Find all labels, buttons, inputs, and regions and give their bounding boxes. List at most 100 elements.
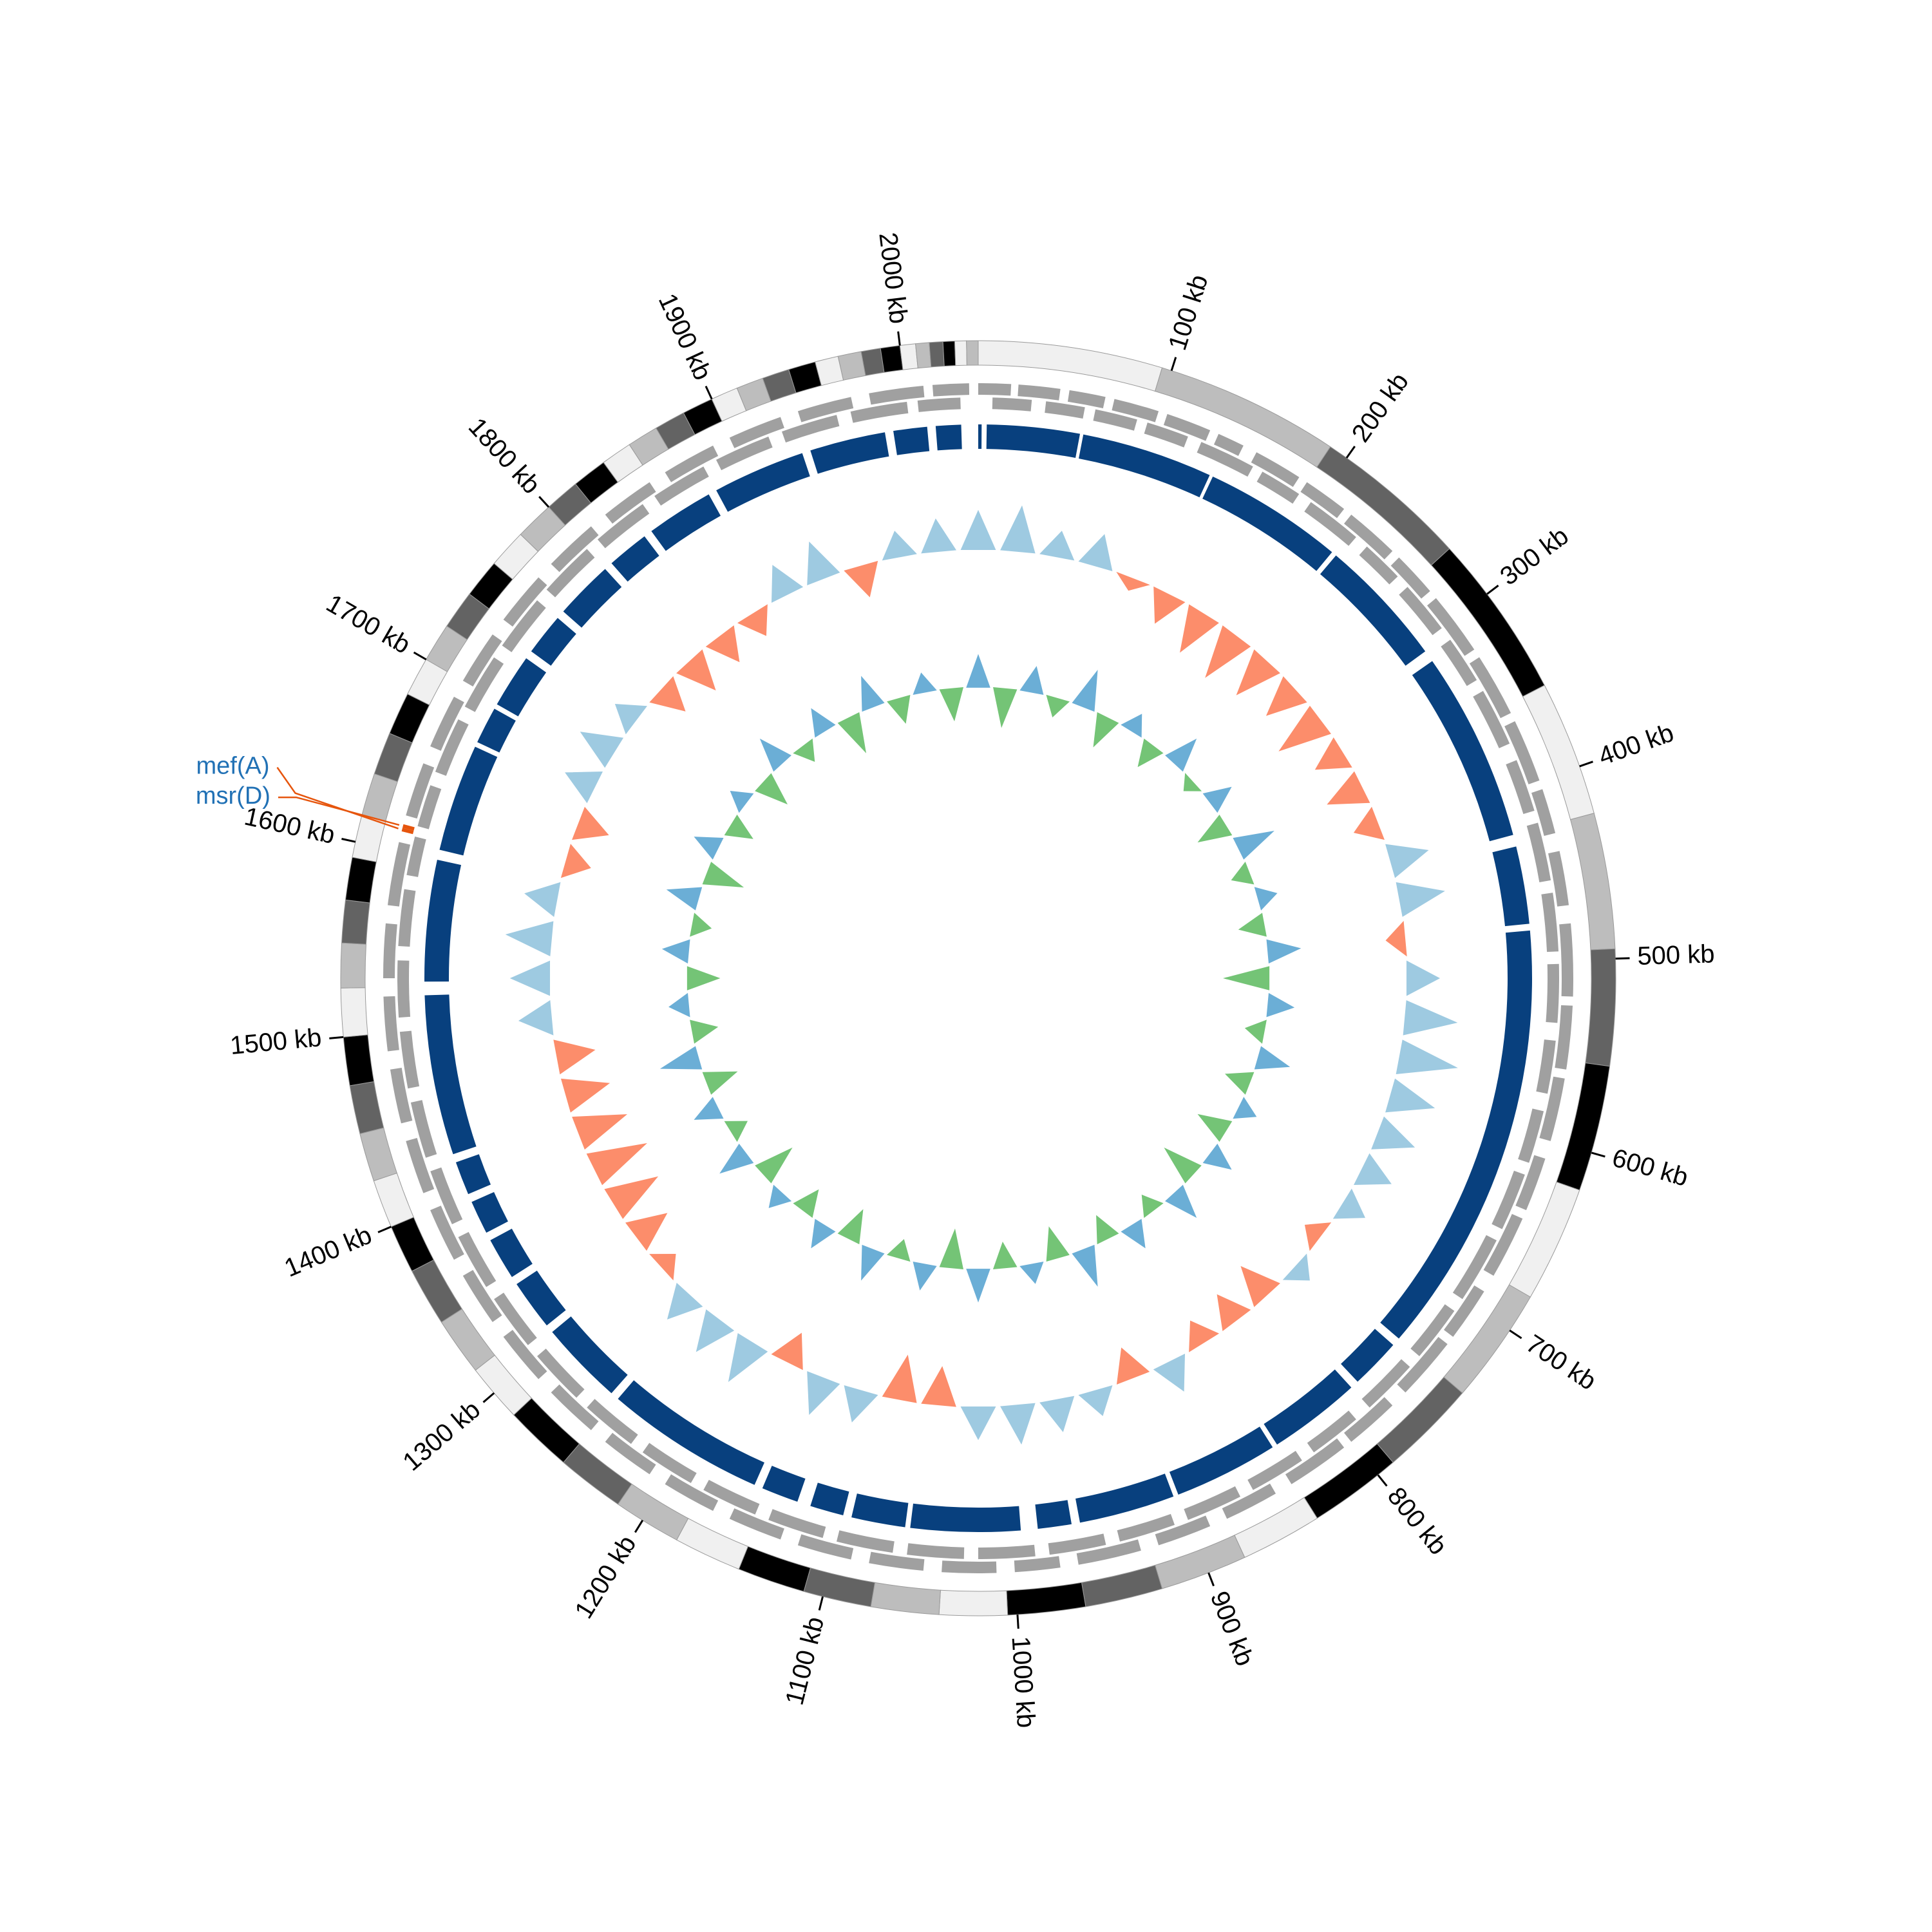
gc-content-spike	[1233, 1097, 1257, 1119]
gene	[1076, 1539, 1141, 1565]
gc-skew-spike	[649, 1253, 676, 1281]
gc-skew-spike	[771, 1332, 803, 1370]
gc-skew-spike	[921, 518, 957, 554]
tick-mark	[482, 1392, 495, 1403]
gc-content-spike	[837, 712, 867, 753]
hit-block	[497, 658, 547, 717]
gc-skew-spike	[807, 541, 840, 585]
gc-skew-spike	[728, 1332, 768, 1382]
tick-label: 1000 kb	[1007, 1636, 1041, 1729]
gc-content-spike	[966, 654, 990, 688]
gene-label: msr(D)	[196, 782, 270, 810]
gc-skew-spike	[667, 1282, 703, 1320]
gc-content-spike	[694, 1097, 724, 1120]
gc-skew-spike	[553, 1039, 596, 1075]
gc-skew-spike	[882, 1354, 917, 1403]
tick-mark	[377, 1226, 392, 1233]
leader-line	[276, 766, 399, 829]
gc-skew-spike	[1153, 586, 1186, 624]
gene	[797, 1534, 854, 1560]
gene	[503, 1329, 547, 1379]
tick-mark	[1377, 1474, 1388, 1487]
gene	[1452, 1235, 1497, 1300]
gc-skew-spike	[565, 771, 603, 804]
gene	[397, 960, 411, 1018]
gc-skew-spike	[518, 999, 554, 1036]
gc-skew-spike	[1265, 676, 1307, 716]
gc-skew-spike	[524, 882, 561, 917]
resistance-gene	[402, 824, 415, 831]
gc-skew-spike	[1078, 1385, 1113, 1416]
gene	[1285, 1438, 1345, 1484]
gc-content-spike	[913, 1261, 937, 1291]
gene	[1526, 822, 1551, 882]
hit-block	[910, 1503, 1021, 1532]
gene	[430, 696, 464, 751]
gene	[1390, 557, 1430, 599]
gc-skew-spike	[1396, 1039, 1458, 1075]
gc-content-spike	[1254, 1046, 1291, 1070]
gc-skew-spike	[580, 732, 624, 768]
gene	[1541, 893, 1559, 952]
gc-content-spike	[768, 1184, 792, 1208]
tick-mark	[1591, 1151, 1605, 1158]
gene	[703, 1479, 760, 1515]
gc-content-spike	[861, 1244, 885, 1281]
gc-skew-spike	[960, 1406, 996, 1441]
tick-mark	[1345, 446, 1356, 459]
gc-skew-spike	[1116, 571, 1150, 591]
gene	[729, 417, 784, 448]
gc-content-spike	[755, 1147, 793, 1184]
gc-content-spike	[1164, 1147, 1202, 1184]
gene	[1144, 422, 1188, 448]
gc-skew-spike	[771, 565, 804, 603]
gene	[869, 1551, 925, 1571]
gc-skew-spike	[882, 531, 917, 561]
tick-mark	[1509, 1329, 1522, 1340]
gc-skew-spike	[1153, 1354, 1186, 1392]
gc-skew-spike	[1304, 1222, 1332, 1251]
gc-content-spike	[1233, 831, 1274, 860]
gc-content-spike	[1019, 1261, 1044, 1284]
gene	[1014, 1556, 1061, 1573]
gene	[410, 1100, 437, 1158]
hit-block	[1075, 1473, 1174, 1523]
gene	[1343, 1397, 1393, 1442]
gc-skew-spike	[1385, 844, 1429, 878]
gene	[435, 719, 469, 776]
gc-skew-spike	[604, 1176, 659, 1219]
gc-content-spike	[694, 837, 724, 860]
gc-skew-spike	[1000, 505, 1036, 554]
gene	[503, 577, 547, 627]
contig	[915, 342, 932, 369]
contig	[341, 899, 370, 945]
tick-mark	[538, 496, 550, 508]
gene	[781, 415, 840, 443]
contig	[954, 340, 967, 366]
gene	[1518, 1108, 1544, 1163]
gene	[587, 1399, 638, 1444]
gene	[388, 842, 411, 907]
gene	[1444, 1285, 1484, 1337]
tick-mark	[818, 1596, 824, 1611]
gene	[417, 785, 442, 829]
gc-content-spike	[1225, 1072, 1255, 1095]
hit-block	[490, 1228, 533, 1277]
gene	[1483, 1213, 1523, 1276]
hit-block	[563, 569, 622, 628]
hit-block	[1492, 846, 1530, 927]
tick-label: 500 kb	[1637, 940, 1715, 971]
gene	[383, 923, 397, 978]
gene	[1531, 789, 1556, 837]
hit-block	[1320, 555, 1426, 666]
gc-content-spike	[659, 1046, 703, 1070]
gene	[398, 889, 416, 947]
gc-content-spike	[1046, 694, 1070, 718]
gene	[1343, 515, 1393, 560]
gc-skew-spike	[1327, 771, 1370, 805]
gc-skew-spike	[960, 509, 996, 551]
contig	[340, 942, 366, 989]
gc-content-spike	[811, 1218, 836, 1249]
gene	[605, 1432, 656, 1475]
gene	[1361, 1359, 1410, 1408]
